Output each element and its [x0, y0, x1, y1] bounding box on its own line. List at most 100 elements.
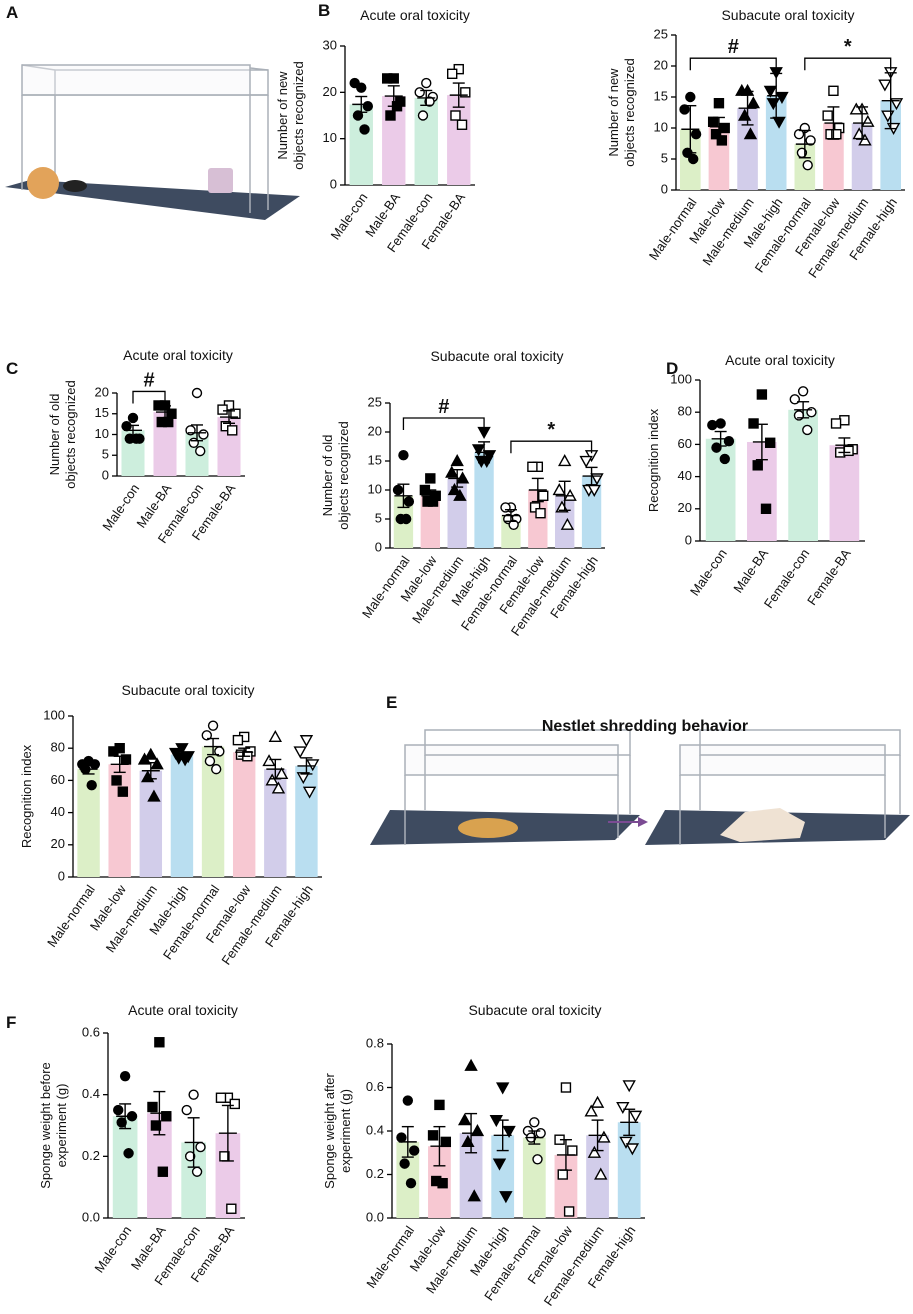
data-point — [495, 1082, 510, 1095]
data-point — [392, 484, 404, 496]
significance-bracket — [689, 57, 777, 71]
data-point — [760, 503, 772, 514]
bar — [420, 495, 440, 548]
glass-box — [404, 729, 631, 845]
bar — [264, 769, 287, 877]
data-point — [453, 488, 467, 501]
data-point — [296, 772, 310, 785]
bar — [170, 754, 194, 877]
panel-label: C — [6, 359, 18, 378]
data-point — [262, 754, 276, 767]
data-point — [746, 96, 761, 109]
bar — [77, 769, 100, 877]
data-point — [764, 437, 776, 448]
y-tick-label: 10 — [654, 119, 668, 134]
data-point — [828, 85, 839, 97]
bar — [201, 746, 225, 877]
y-tick-label: 0.2 — [82, 1148, 100, 1163]
data-point — [806, 407, 817, 418]
error-bar — [620, 1108, 639, 1137]
significance-label: * — [844, 36, 852, 58]
data-point — [144, 747, 158, 760]
error-bar — [794, 401, 813, 419]
y-tick-label: 100 — [43, 707, 65, 722]
data-point — [450, 110, 461, 121]
data-point — [293, 746, 307, 759]
y-tick-label: 80 — [678, 404, 692, 419]
error-bar — [110, 755, 129, 774]
data-point — [532, 1154, 543, 1165]
chart-title: Acute oral toxicity — [128, 1002, 238, 1018]
y-tick-label: 0.4 — [82, 1086, 100, 1101]
bar — [153, 412, 177, 476]
data-point — [195, 1141, 206, 1153]
data-point — [161, 1111, 172, 1122]
error-bar — [79, 763, 98, 775]
data-point — [802, 424, 813, 436]
y-tick-label: 60 — [51, 772, 65, 787]
data-point — [805, 135, 816, 146]
y-tick-label: 5 — [661, 150, 668, 165]
significance-label: # — [728, 36, 739, 58]
error-bar — [150, 1090, 169, 1136]
error-bar — [681, 104, 700, 154]
error-bar — [266, 758, 285, 780]
y-tick-label: 15 — [368, 452, 382, 467]
bar — [295, 765, 318, 877]
y-axis-label: objects recognized — [63, 380, 78, 488]
error-bar — [394, 483, 413, 509]
data-point — [687, 153, 699, 165]
data-point — [622, 1080, 636, 1093]
data-point — [735, 83, 749, 96]
error-bar — [528, 477, 547, 503]
data-point — [414, 87, 425, 98]
y-tick-label: 0.0 — [366, 1209, 384, 1224]
data-point — [181, 1104, 192, 1116]
data-point — [830, 418, 842, 429]
y-tick-label: 20 — [368, 423, 382, 438]
error-bar — [588, 1119, 607, 1152]
error-bar — [398, 1125, 417, 1158]
error-bar — [235, 747, 254, 757]
bar — [414, 97, 438, 185]
data-point — [215, 1092, 227, 1103]
x-tick-label: Male-con — [687, 546, 730, 598]
y-tick-label: 40 — [678, 468, 692, 483]
data-point — [349, 77, 360, 89]
data-point — [227, 425, 238, 436]
y-tick-label: 30 — [323, 37, 337, 52]
data-point — [113, 1104, 124, 1116]
y-axis-label: Number of new — [275, 71, 290, 160]
y-tick-label: 25 — [368, 394, 382, 409]
data-point — [188, 1089, 199, 1100]
bar — [349, 104, 373, 185]
data-point — [594, 1167, 608, 1180]
y-tick-label: 0 — [102, 467, 109, 482]
data-point — [679, 104, 690, 115]
data-point — [584, 1104, 598, 1117]
data-point — [150, 1120, 162, 1131]
y-tick-label: 20 — [51, 836, 65, 851]
data-point — [713, 97, 725, 109]
data-point — [117, 786, 129, 797]
data-point — [191, 387, 203, 399]
data-point — [86, 780, 97, 791]
data-point — [752, 460, 763, 471]
data-point — [471, 444, 486, 457]
error-bar — [449, 82, 468, 108]
data-point — [265, 773, 279, 786]
data-point — [716, 135, 728, 146]
x-tick-label: Male-normal — [363, 1223, 417, 1291]
data-point — [427, 1130, 439, 1141]
y-axis-label: Sponge weight before — [38, 1062, 53, 1188]
data-point — [108, 746, 119, 757]
significance-label: # — [143, 369, 154, 391]
data-point — [560, 1082, 572, 1093]
y-tick-label: 10 — [368, 481, 382, 496]
data-point — [597, 1130, 611, 1143]
bar — [474, 452, 494, 548]
data-point — [204, 755, 216, 767]
y-tick-label: 60 — [678, 436, 692, 451]
error-bar — [184, 1117, 203, 1168]
